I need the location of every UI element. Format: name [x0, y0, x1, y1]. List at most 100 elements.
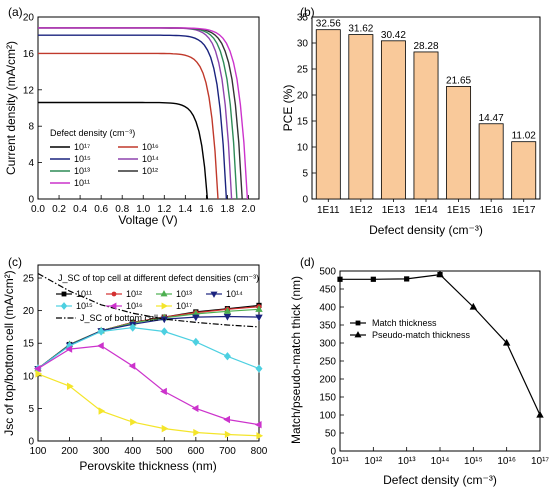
panel-c-ytick-label: 10 — [23, 371, 35, 382]
panel-d-match-thickness: (d) 10¹¹ 10¹² 10¹³ 10¹⁴ 10¹⁵ 10¹⁶ 10¹⁷ 0 50 100 15… — [289, 255, 549, 487]
panel-c-series-line — [37, 345, 260, 426]
panel-d-series-line — [340, 274, 441, 280]
panel-d-ytick-label: 500 — [319, 267, 336, 278]
panel-b-ytick-label: 25 — [297, 65, 309, 76]
panel-d-xtick-label: 10¹⁴ — [431, 456, 450, 467]
panel-c-data-point — [128, 362, 136, 370]
panel-c-data-point — [223, 307, 232, 314]
panel-c-series-line — [37, 272, 260, 328]
panel-c-data-point — [255, 314, 263, 322]
panel-a-xtick-label: 1.0 — [136, 204, 150, 215]
panel-c-legend-entry: 10¹⁵ — [76, 301, 93, 311]
panel-c-legend-marker — [111, 291, 117, 297]
panel-d-ytick-label: 50 — [325, 429, 337, 440]
panel-a-label: (a) — [8, 5, 23, 19]
panel-d-data-point — [469, 302, 478, 310]
panel-c-data-point — [96, 342, 104, 350]
panel-c-legend-entry: 10¹⁶ — [126, 301, 143, 311]
panel-d-data-point — [404, 276, 410, 282]
panel-b-bar — [380, 40, 406, 200]
panel-c-data-point — [224, 430, 232, 439]
panel-b-ylabel: PCE (%) — [281, 85, 295, 132]
panel-a-legend-entry: 10¹⁴ — [142, 154, 159, 164]
panel-c-legend-entry: 10¹⁷ — [176, 301, 192, 311]
panel-b-ytick-label: 35 — [297, 13, 309, 24]
panel-d-legend-marker — [354, 331, 362, 338]
panel-d-xtick-label: 10¹² — [364, 456, 382, 467]
panel-c-data-point — [254, 420, 262, 429]
panel-c-data-point — [66, 382, 74, 390]
panel-c-data-point — [160, 387, 167, 396]
panel-c-xtick-label: 300 — [93, 446, 110, 457]
panel-c-data-point — [193, 428, 201, 437]
panel-c-legend-entry: 10¹¹ — [76, 289, 92, 299]
panel-c-legend-entry: 10¹³ — [176, 289, 192, 299]
panel-d-ytick-label: 200 — [319, 375, 336, 386]
panel-a-xtick-label: 1.6 — [199, 204, 213, 215]
panel-d-series-line — [439, 274, 541, 416]
panel-a-legend-entry: 10¹⁷ — [74, 142, 90, 152]
panel-c-data-point — [97, 327, 105, 336]
panel-c-data-point — [192, 314, 200, 322]
panel-b-bar-value-label: 14.47 — [479, 113, 504, 124]
panel-c-xtick-label: 100 — [30, 446, 47, 457]
panel-a-legend-entry: 10¹³ — [74, 166, 90, 176]
panel-c-data-point — [130, 418, 137, 426]
panel-b-bar-value-label: 30.42 — [381, 30, 406, 41]
panel-d-xtick-label: 10¹⁷ — [531, 456, 549, 467]
panel-b-bar — [413, 51, 439, 200]
panel-c-data-point — [223, 352, 231, 361]
panel-c-data-point — [223, 415, 231, 424]
panel-d-plot-frame — [339, 270, 541, 452]
panel-a-ytick-label: 12 — [23, 85, 35, 96]
panel-d-data-point — [436, 270, 444, 278]
panel-c-legend-entry: 10¹² — [126, 289, 142, 299]
panel-c-ylabel: Jsc of top/bottom cell (mA/cm²) — [2, 270, 16, 435]
panel-d-ylabel: Match/pseudo-match thick (nm) — [289, 276, 303, 444]
panel-c-data-point — [223, 313, 232, 321]
panel-a-series-line — [38, 27, 249, 200]
panel-b-ytick-label: 15 — [297, 117, 309, 128]
panel-a-legend-entry: 10¹¹ — [74, 178, 90, 188]
panel-c-xlabel: Perovskite thickness (nm) — [79, 459, 216, 473]
panel-a-xtick-label: 1.2 — [157, 204, 171, 215]
panel-a-ytick-label: 8 — [28, 122, 34, 133]
panel-a-ytick-label: 0 — [28, 195, 34, 206]
panel-d-ytick-label: 350 — [319, 321, 336, 332]
panel-d-xtick-label: 10¹¹ — [331, 456, 349, 467]
panel-a-xtick-label: 1.8 — [220, 204, 234, 215]
panel-b-xtick-label: 1E14 — [414, 205, 438, 216]
panel-c-legend-entry: 10¹⁴ — [226, 289, 243, 299]
panel-c-xtick-label: 500 — [156, 446, 173, 457]
panel-d-ytick-label: 0 — [330, 447, 336, 458]
panel-d-xlabel: Defect density (cm⁻³) — [383, 473, 497, 487]
panel-d-ytick-label: 450 — [319, 285, 336, 296]
panel-c-data-point — [256, 432, 264, 440]
panel-b-bar — [446, 86, 472, 200]
panel-c-legend-entry: J_SC of bottom cell — [80, 313, 158, 323]
panel-c-data-point — [98, 407, 106, 415]
panel-c-jsc-thickness: (c) 100 200 300 400 500 600 700 800 0 5 10 15 20 25 J… — [2, 255, 268, 473]
panel-c-label: (c) — [8, 255, 22, 269]
panel-b-ytick-label: 20 — [297, 91, 309, 102]
panel-b-bar-value-label: 32.56 — [316, 19, 341, 30]
panel-a-xtick-label: 0.4 — [73, 204, 87, 215]
panel-c-xtick-label: 200 — [61, 446, 78, 457]
panel-c-legend-marker — [160, 290, 168, 297]
panel-b-bar — [315, 29, 341, 200]
panel-a-xtick-label: 2.0 — [242, 204, 256, 215]
panel-b-ytick-label: 30 — [297, 39, 309, 50]
panel-d-xtick-label: 10¹³ — [398, 456, 416, 467]
panel-c-data-point — [191, 404, 199, 413]
panel-d-ytick-label: 400 — [319, 303, 336, 314]
panel-b-xtick-label: 1E16 — [479, 205, 503, 216]
panel-a-xtick-label: 0.8 — [115, 204, 129, 215]
panel-d-label: (d) — [300, 255, 315, 269]
panel-b-bar-value-label: 28.28 — [413, 41, 438, 52]
panel-c-ytick-label: 15 — [23, 339, 35, 350]
panel-d-legend-entry: Pseudo-match thickness — [372, 330, 471, 340]
panel-a-series-line — [38, 101, 209, 200]
panel-d-ytick-label: 300 — [319, 339, 336, 350]
panel-b-pce-bars: (b) 0 5 10 15 20 25 30 35 32.56 1E11 31.62 1E12 30.… — [281, 5, 541, 237]
panel-a-ytick-label: 16 — [23, 49, 35, 60]
